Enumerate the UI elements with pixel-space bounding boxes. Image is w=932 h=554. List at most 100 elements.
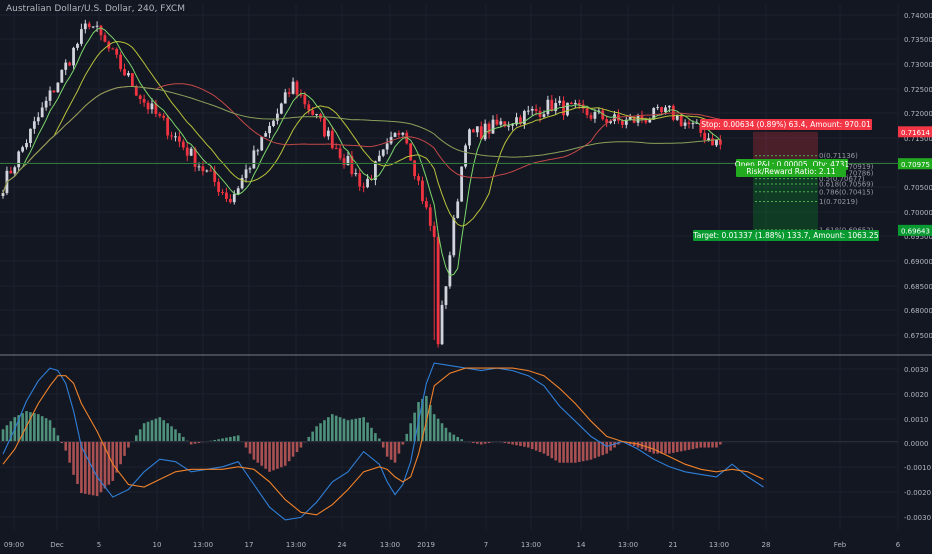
candle-body [303,94,307,105]
candle-body [377,155,381,162]
macd-histogram-bar [679,441,683,452]
price-axis-tick-label: 0.68500 [904,283,932,291]
price-tag-bg [898,224,932,236]
fib-level-label: 0.618(0.70569) [819,181,874,189]
macd-histogram-bar [550,441,554,459]
candle-body [29,128,32,144]
macd-histogram-bar [585,441,589,461]
candle-body [72,47,75,66]
macd-axis-tick-label: -0.0030 [904,514,931,522]
macd-histogram-bar [421,398,424,442]
time-axis-tick-label: 6 [896,541,901,549]
macd-histogram-bar [664,441,667,454]
macd-histogram-bar [409,423,412,442]
candle-body [311,110,315,115]
candle-body [68,62,72,66]
macd-histogram-bar [252,441,256,460]
price-axis-tick-label: 0.68000 [904,307,932,315]
macd-histogram-bar [526,441,530,448]
macd-histogram-bar [123,441,126,456]
macd-histogram-bar [80,441,83,494]
candle-body [397,133,401,135]
price-axis-tick-label: 0.69500 [904,233,932,241]
macd-histogram-bar [483,441,487,444]
macd-histogram-bar [127,441,130,448]
time-axis-tick-label: Feb [834,541,847,549]
macd-histogram-bar [374,433,377,442]
candle-body [170,135,173,137]
risk-reward-label: Risk/Reward Ratio: 2.11 [746,167,835,176]
candle-body [381,149,385,156]
candle-body [56,82,60,93]
candle-body [636,115,640,123]
candle-body [185,147,189,156]
macd-histogram-bar [542,441,546,454]
price-axis-tick-label: 0.71500 [904,135,932,143]
candle-body [628,117,632,120]
time-axis-tick-label: 13:00 [380,541,400,549]
stop-zone [753,131,818,164]
candle-body [444,286,448,305]
macd-histogram-bar [36,414,40,442]
macd-histogram-bar [260,441,264,466]
macd-histogram-bar [695,441,699,449]
signal-line [2,367,764,516]
candle-body [338,148,342,159]
candle-body [9,170,13,174]
stop-label-bg [700,119,872,130]
candle-body [483,123,487,140]
candle-body [452,217,456,256]
candle-body [464,145,467,167]
candle-body [409,143,413,161]
time-axis-tick-label: 17 [245,541,254,549]
candle-body [134,86,138,96]
macd-axis-tick-label: 0.0010 [904,416,929,424]
candle-body [166,117,170,136]
time-axis-tick-label: 21 [669,541,678,549]
macd-histogram-bar [248,441,252,454]
macd-histogram-bar [276,441,279,469]
macd-histogram-bar [334,415,338,442]
candle-body [256,150,260,152]
candle-body [511,124,514,126]
candle-body [213,170,217,182]
candle-body [91,26,95,28]
time-axis-tick-label: 13:00 [286,541,306,549]
macd-histogram-bar [232,436,236,442]
macd-histogram-bar [554,441,558,461]
macd-histogram-bar [574,441,577,463]
candle-body [522,111,526,124]
macd-histogram-bar [440,423,444,442]
candle-body [17,151,21,168]
candle-body [613,114,616,122]
candle-body [268,125,271,134]
price-tag-bg [898,126,932,138]
candle-body [436,236,440,345]
candle-body [201,166,205,172]
ma-mid-line [2,40,721,227]
macd-axis-tick-label: 0.0020 [904,391,929,399]
macd-histogram-bar [338,417,342,442]
candle-body [448,255,452,287]
macd-histogram-bar [311,431,314,442]
candle-body [554,102,558,111]
candle-body [76,43,79,48]
macd-histogram-bar [268,441,271,472]
candle-body [138,95,142,99]
macd-histogram-bar [370,427,373,442]
macd-histogram-bar [711,441,714,448]
fib-level-label: 1(0.70219) [819,198,858,206]
macd-histogram-bar [295,441,299,453]
candle-body [468,129,471,146]
macd-histogram-bar [436,418,440,442]
candle-body [248,168,252,170]
macd-histogram-bar [189,441,193,445]
candle-body [299,94,303,96]
macd-histogram-bar [56,435,60,442]
macd-histogram-bar [558,441,561,463]
risk-reward-label-bg [736,166,846,177]
candle-body [620,120,624,125]
macd-histogram-bar [95,441,99,497]
macd-histogram-bar [342,418,346,442]
